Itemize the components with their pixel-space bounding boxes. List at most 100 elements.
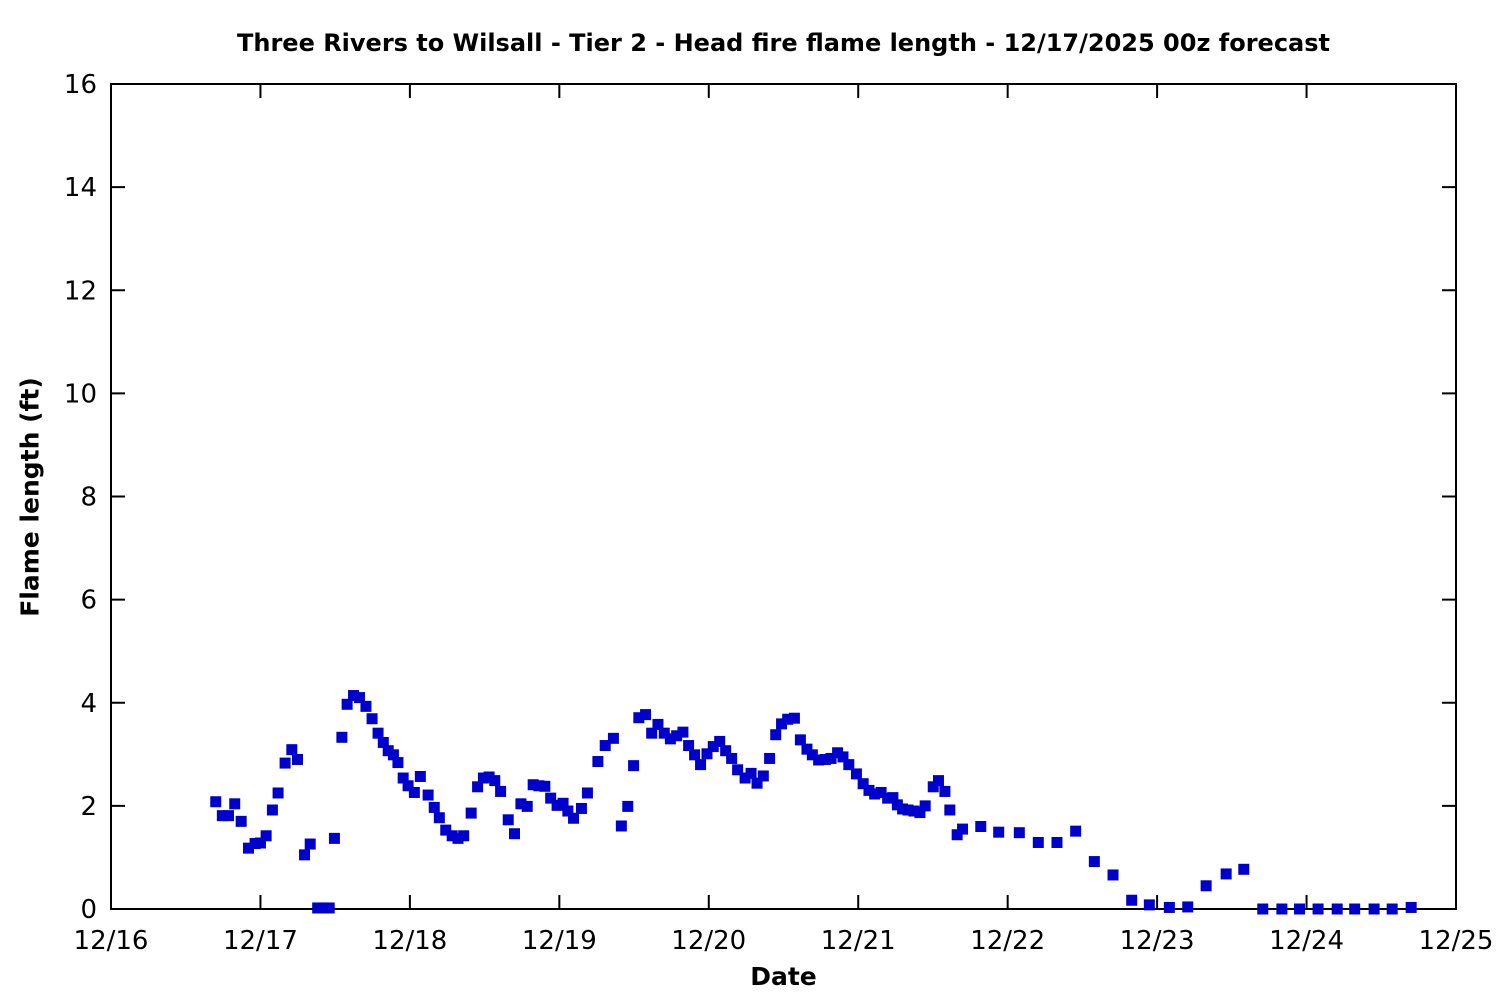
data-point xyxy=(1294,903,1306,915)
data-point xyxy=(757,770,769,782)
data-point xyxy=(646,727,658,739)
y-tick-label: 10 xyxy=(64,379,97,409)
data-point xyxy=(1220,868,1232,880)
data-point xyxy=(440,824,452,836)
data-point xyxy=(850,768,862,780)
data-point xyxy=(318,902,330,914)
data-point xyxy=(806,749,818,761)
data-point xyxy=(707,741,719,753)
data-point xyxy=(539,780,551,792)
data-point xyxy=(465,807,477,819)
data-point xyxy=(857,778,869,790)
data-point xyxy=(664,733,676,745)
data-point xyxy=(414,770,426,782)
data-point xyxy=(242,842,254,854)
y-tick-label: 12 xyxy=(64,276,97,306)
data-point xyxy=(422,789,434,801)
data-point xyxy=(377,736,389,748)
data-point xyxy=(932,775,944,787)
data-point xyxy=(279,757,291,769)
data-point xyxy=(408,786,420,798)
data-point xyxy=(266,804,278,816)
data-point xyxy=(863,784,875,796)
data-point xyxy=(875,786,887,798)
data-point xyxy=(581,787,593,799)
data-point xyxy=(819,753,831,765)
y-tick-label: 0 xyxy=(80,895,97,925)
data-point xyxy=(927,781,939,793)
data-point xyxy=(683,740,695,752)
data-point xyxy=(1312,903,1324,915)
data-point xyxy=(557,797,569,809)
data-point xyxy=(304,838,316,850)
data-point xyxy=(1331,903,1343,915)
data-point xyxy=(599,740,611,752)
data-point xyxy=(975,821,987,832)
data-point xyxy=(222,810,234,822)
data-point xyxy=(957,823,969,835)
x-tick-label: 12/18 xyxy=(372,926,447,956)
data-point xyxy=(1386,903,1398,915)
data-point xyxy=(908,805,920,817)
data-point xyxy=(575,802,587,814)
data-point xyxy=(568,812,580,824)
data-point xyxy=(1238,863,1250,875)
data-point xyxy=(720,745,732,757)
x-tick-label: 12/16 xyxy=(74,926,149,956)
data-point xyxy=(1368,903,1380,915)
data-point xyxy=(689,749,701,761)
data-point xyxy=(521,800,533,812)
data-point xyxy=(939,785,951,797)
data-point xyxy=(387,749,399,761)
data-point xyxy=(1257,903,1269,915)
data-point xyxy=(472,781,484,793)
data-point xyxy=(739,772,751,784)
data-point xyxy=(1182,901,1194,913)
data-point xyxy=(312,902,324,914)
data-point xyxy=(210,796,222,808)
data-point xyxy=(272,787,284,799)
data-point xyxy=(607,732,619,744)
data-point xyxy=(788,712,800,724)
data-point xyxy=(428,801,440,813)
data-point xyxy=(813,754,825,766)
data-point xyxy=(776,718,788,730)
data-point xyxy=(726,752,738,764)
data-point xyxy=(292,753,304,765)
x-tick-label: 12/25 xyxy=(1419,926,1494,956)
data-point xyxy=(701,748,713,760)
plot-frame xyxy=(110,83,1457,910)
data-point xyxy=(1200,880,1212,892)
data-point xyxy=(1051,836,1063,848)
data-point xyxy=(458,830,470,842)
data-point xyxy=(1032,836,1044,848)
data-point xyxy=(794,734,806,746)
data-point xyxy=(323,902,335,914)
data-point xyxy=(483,771,495,783)
data-point xyxy=(843,759,855,771)
y-tick-label: 4 xyxy=(80,689,97,719)
data-point xyxy=(677,726,689,738)
data-point xyxy=(562,805,574,817)
x-tick-label: 12/22 xyxy=(970,926,1045,956)
data-point xyxy=(502,814,514,826)
data-point xyxy=(993,826,1005,838)
data-point xyxy=(1070,825,1082,837)
data-point xyxy=(509,828,520,840)
data-point xyxy=(837,751,849,763)
data-point xyxy=(392,757,404,769)
data-point xyxy=(825,752,837,764)
data-point xyxy=(658,727,670,739)
data-point xyxy=(671,730,683,742)
data-point xyxy=(299,849,311,861)
data-point xyxy=(229,798,241,810)
data-point xyxy=(1107,869,1119,881)
y-tick-label: 16 xyxy=(64,70,97,100)
data-point xyxy=(527,779,539,791)
data-point xyxy=(615,820,627,832)
data-point xyxy=(515,798,527,810)
data-point xyxy=(869,788,881,800)
data-point xyxy=(1405,901,1417,913)
x-tick-label: 12/19 xyxy=(522,926,597,956)
